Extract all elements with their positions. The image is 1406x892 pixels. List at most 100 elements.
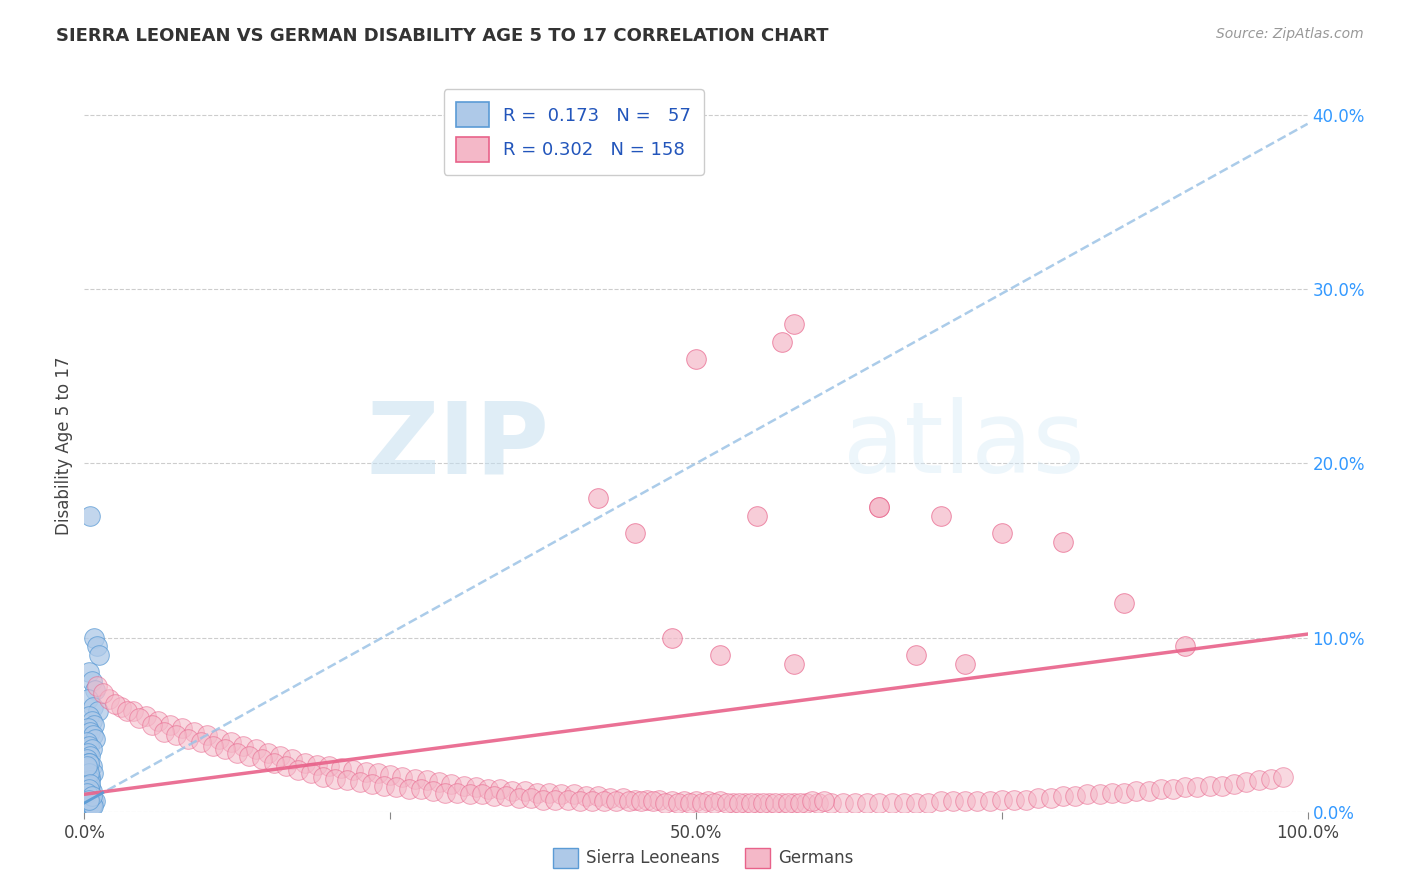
Point: [336, 773, 359, 788]
Point: [495, 789, 517, 803]
Point: [770, 334, 793, 349]
Point: [77, 756, 100, 770]
Point: [502, 784, 524, 798]
Point: [342, 763, 364, 777]
Point: [599, 790, 621, 805]
Point: [276, 759, 298, 773]
Point: [77, 777, 100, 791]
Point: [586, 789, 609, 803]
Point: [776, 796, 799, 810]
Point: [783, 657, 806, 671]
Point: [1125, 784, 1147, 798]
Point: [195, 728, 218, 742]
Point: [991, 792, 1014, 806]
Point: [770, 796, 793, 810]
Point: [416, 773, 439, 788]
Point: [1211, 779, 1233, 793]
Point: [77, 779, 100, 793]
Point: [238, 749, 260, 764]
Text: SIERRA LEONEAN VS GERMAN DISABILITY AGE 5 TO 17 CORRELATION CHART: SIERRA LEONEAN VS GERMAN DISABILITY AGE …: [56, 27, 828, 45]
Point: [869, 500, 891, 514]
Point: [624, 526, 647, 541]
Point: [568, 794, 591, 808]
Point: [513, 784, 536, 798]
Point: [526, 786, 548, 800]
Point: [1114, 596, 1136, 610]
Point: [446, 786, 468, 800]
Point: [77, 756, 100, 770]
Point: [250, 752, 273, 766]
Point: [624, 792, 647, 806]
Point: [219, 735, 242, 749]
Point: [79, 508, 101, 523]
Point: [831, 796, 853, 810]
Point: [721, 796, 744, 810]
Point: [1101, 786, 1123, 800]
Point: [643, 794, 665, 808]
Point: [630, 794, 652, 808]
Point: [1272, 770, 1295, 784]
Point: [84, 682, 107, 697]
Point: [318, 759, 340, 773]
Point: [747, 796, 769, 810]
Point: [77, 691, 100, 706]
Point: [77, 789, 100, 803]
Y-axis label: Disability Age 5 to 17: Disability Age 5 to 17: [55, 357, 73, 535]
Point: [77, 763, 100, 777]
Point: [305, 757, 328, 772]
Point: [813, 794, 835, 808]
Point: [76, 735, 98, 749]
Point: [367, 766, 389, 780]
Point: [263, 756, 285, 770]
Point: [299, 766, 322, 780]
Point: [177, 731, 200, 746]
Point: [679, 796, 702, 810]
Point: [434, 786, 457, 800]
Point: [765, 796, 787, 810]
Point: [146, 714, 169, 728]
Point: [257, 746, 280, 760]
Point: [508, 790, 530, 805]
Point: [398, 782, 420, 797]
Point: [79, 790, 101, 805]
Point: [82, 792, 104, 806]
Point: [83, 631, 105, 645]
Point: [1052, 534, 1074, 549]
Point: [807, 796, 830, 810]
Point: [477, 782, 499, 797]
Point: [82, 799, 104, 814]
Point: [79, 749, 101, 764]
Point: [86, 640, 108, 654]
Point: [1150, 782, 1173, 797]
Point: [581, 794, 603, 808]
Point: [593, 794, 616, 808]
Point: [685, 794, 707, 808]
Point: [373, 779, 395, 793]
Point: [287, 763, 309, 777]
Point: [654, 796, 676, 810]
Point: [153, 724, 176, 739]
Point: [880, 796, 903, 810]
Point: [77, 797, 100, 812]
Point: [747, 508, 769, 523]
Point: [1223, 777, 1246, 791]
Point: [77, 766, 100, 780]
Point: [87, 648, 110, 662]
Point: [482, 789, 505, 803]
Point: [79, 724, 101, 739]
Point: [281, 752, 304, 766]
Point: [648, 792, 671, 806]
Point: [77, 665, 100, 680]
Point: [330, 761, 353, 775]
Point: [80, 759, 103, 773]
Point: [734, 796, 756, 810]
Text: ZIP: ZIP: [367, 398, 550, 494]
Point: [905, 796, 928, 810]
Point: [557, 792, 579, 806]
Point: [380, 768, 402, 782]
Point: [1088, 787, 1111, 801]
Point: [77, 709, 100, 723]
Point: [159, 717, 181, 731]
Point: [76, 786, 98, 800]
Point: [183, 724, 205, 739]
